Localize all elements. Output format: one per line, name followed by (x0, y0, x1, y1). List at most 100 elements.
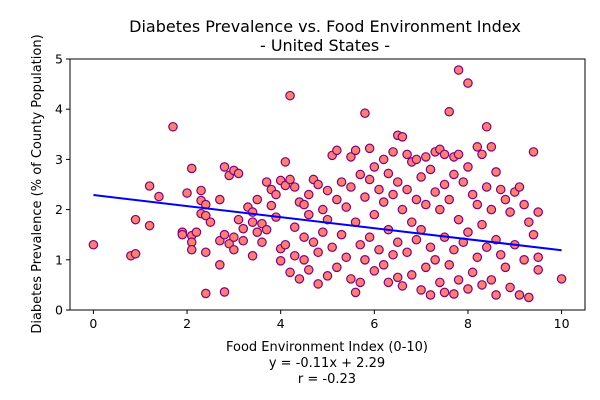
data-point (285, 90, 295, 101)
data-point (477, 280, 487, 290)
data-point (533, 207, 543, 217)
data-point (200, 210, 211, 221)
data-point (486, 275, 497, 285)
data-point (514, 182, 525, 192)
data-point (168, 121, 178, 132)
data-point (350, 145, 361, 156)
data-point (406, 217, 417, 227)
y-tick-label: 0 (55, 303, 63, 318)
data-point (500, 262, 511, 273)
data-point (229, 232, 239, 243)
data-point (402, 184, 412, 195)
data-point (481, 121, 492, 132)
data-point (238, 223, 249, 234)
data-point (238, 235, 249, 246)
data-point (378, 197, 389, 207)
data-point (528, 147, 539, 157)
x-axis-ticks: 0 2 4 6 8 10 (89, 310, 570, 331)
data-point (453, 214, 464, 225)
data-point (383, 168, 394, 179)
data-point (219, 162, 230, 172)
data-point (519, 199, 529, 210)
data-point (430, 187, 440, 197)
data-point (205, 217, 216, 227)
data-point (360, 192, 370, 202)
data-point (332, 194, 342, 205)
data-point (411, 194, 422, 205)
data-point (402, 247, 412, 258)
data-point (285, 174, 295, 185)
data-point (130, 214, 141, 225)
data-point (425, 290, 436, 300)
data-point (341, 252, 352, 263)
data-point (144, 220, 155, 231)
x-tick-label: 4 (277, 316, 285, 331)
data-point (421, 199, 431, 210)
chart-subtitle: - United States - (260, 36, 390, 55)
data-point (285, 267, 295, 278)
data-point (449, 244, 459, 255)
data-point (514, 290, 525, 300)
data-point (252, 227, 263, 237)
data-point (219, 287, 230, 297)
data-point (186, 244, 197, 255)
x-tick-label: 8 (464, 316, 472, 331)
data-point (247, 250, 258, 261)
data-point (313, 247, 323, 258)
data-point (463, 162, 473, 172)
data-point (233, 214, 244, 225)
data-point (467, 189, 478, 200)
regression-equation: y = -0.11x + 2.29 (269, 356, 385, 371)
data-point (449, 289, 459, 299)
data-point (463, 78, 473, 88)
data-point (392, 272, 403, 283)
data-point (322, 185, 333, 196)
data-point (177, 229, 188, 240)
data-point (439, 179, 450, 190)
regression-line-group (93, 194, 562, 252)
data-point (533, 265, 543, 275)
data-point (463, 284, 473, 294)
data-point (430, 254, 440, 265)
data-point (252, 194, 263, 205)
data-point (313, 179, 323, 190)
data-point (299, 199, 309, 210)
data-point (425, 164, 436, 175)
data-point (355, 277, 366, 288)
data-point (294, 274, 305, 284)
data-point (313, 279, 323, 289)
data-point (303, 209, 314, 220)
data-point (491, 290, 501, 300)
data-point (388, 147, 398, 157)
data-point (481, 242, 492, 253)
data-point (346, 152, 356, 162)
data-point (533, 252, 543, 263)
data-point (472, 252, 483, 263)
data-point (308, 237, 319, 248)
data-point (261, 224, 272, 235)
data-point (444, 194, 455, 205)
data-point (346, 182, 356, 192)
data-point (346, 274, 356, 284)
data-point (130, 248, 141, 259)
data-point (463, 227, 473, 237)
chart-title: Diabetes Prevalence vs. Food Environment… (129, 17, 521, 36)
data-point (299, 254, 309, 265)
data-point (378, 260, 389, 270)
data-point (505, 207, 515, 217)
data-point (360, 254, 370, 265)
data-point (495, 249, 506, 260)
x-tick-label: 6 (370, 316, 378, 331)
data-point (500, 194, 511, 205)
data-point (406, 270, 417, 280)
data-point (360, 108, 370, 119)
x-axis-label: Food Environment Index (0-10) (226, 340, 428, 355)
data-point (233, 168, 244, 179)
data-point (289, 250, 300, 261)
data-point (280, 157, 291, 167)
data-point (392, 177, 403, 187)
data-point (472, 142, 483, 152)
data-point (388, 189, 398, 200)
data-point (421, 262, 431, 273)
data-point (374, 184, 384, 195)
